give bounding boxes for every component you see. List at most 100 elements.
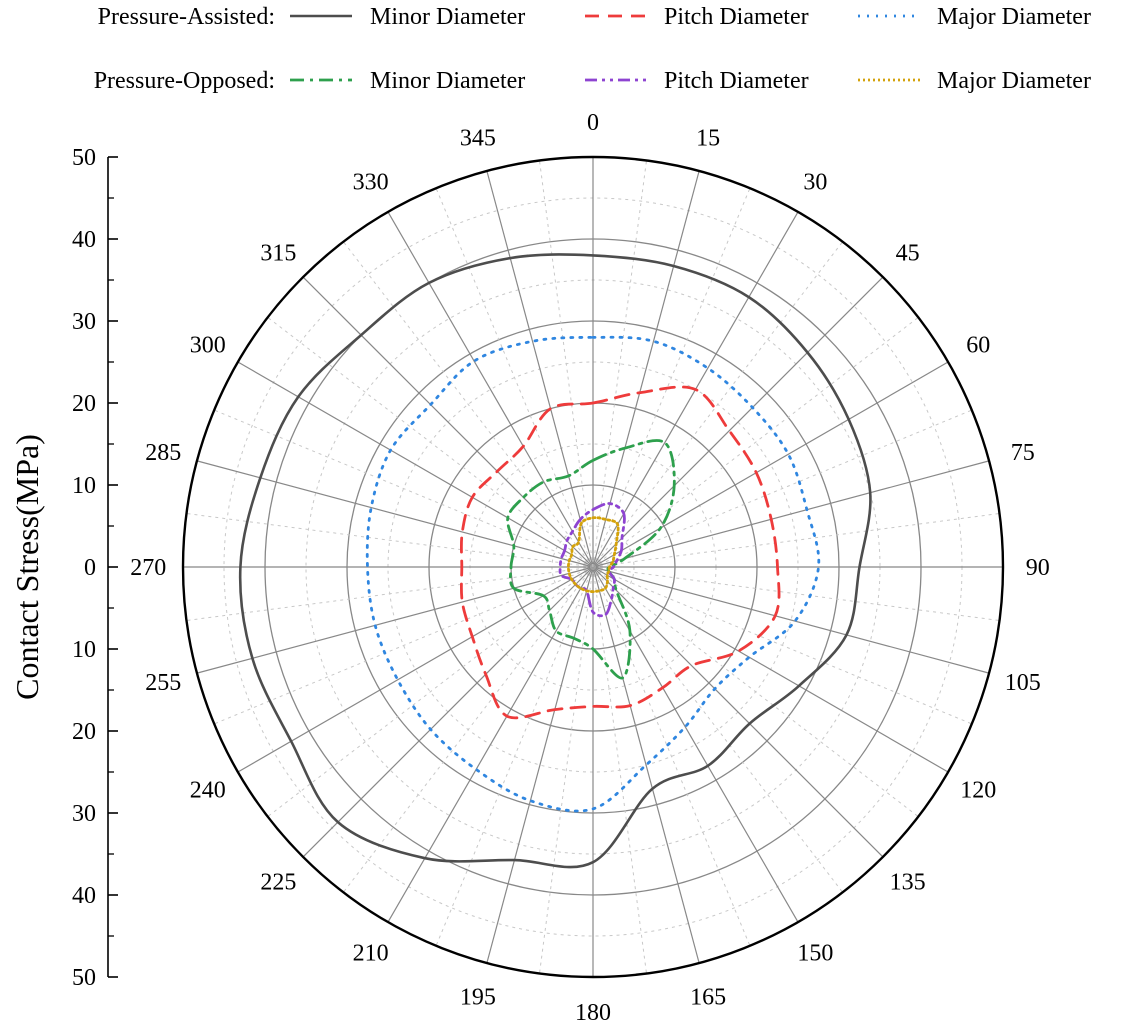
grid-spoke xyxy=(592,241,843,568)
polar-series xyxy=(238,253,872,869)
angle-tick-label: 315 xyxy=(260,240,296,266)
grid-spoke xyxy=(592,460,990,568)
grid-spoke xyxy=(592,409,972,568)
angle-tick-label: 165 xyxy=(690,985,726,1011)
grid-spoke xyxy=(592,566,1000,622)
axis-tick-label: 30 xyxy=(72,309,96,335)
legend-entry-label: Major Diameter xyxy=(937,4,1091,30)
series-line-pressure-opposed-major-diameter xyxy=(566,516,620,594)
axis-tick-label: 20 xyxy=(72,391,96,417)
grid-spoke xyxy=(186,566,594,622)
angle-tick-label: 0 xyxy=(587,110,599,136)
grid-spoke xyxy=(196,460,594,568)
axis-tick-label: 40 xyxy=(72,227,96,253)
grid-spoke xyxy=(267,566,594,817)
grid-spoke xyxy=(592,276,884,568)
grid-spoke xyxy=(592,317,919,568)
legend-entry-label: Major Diameter xyxy=(937,68,1091,94)
y-axis-label: Contact Stress(MPa) xyxy=(9,434,45,700)
grid-spoke xyxy=(538,160,594,568)
axis-tick-label: 50 xyxy=(72,145,96,171)
angle-tick-label: 75 xyxy=(1011,440,1035,466)
angle-tick-label: 150 xyxy=(797,940,833,966)
grid-spoke xyxy=(387,211,594,568)
grid-spoke xyxy=(538,566,594,974)
angle-tick-label: 90 xyxy=(1026,555,1050,581)
grid-spoke xyxy=(592,566,799,923)
series-line-pressure-assisted-minor-diameter xyxy=(238,253,872,869)
grid-spoke xyxy=(592,566,949,773)
axis-tick-label: 10 xyxy=(72,637,96,663)
grid-spoke xyxy=(387,566,594,923)
grid-spoke xyxy=(267,317,594,568)
legend-group-label: Pressure-Assisted: xyxy=(98,4,275,30)
grid-spoke xyxy=(486,566,594,964)
angle-tick-label: 225 xyxy=(260,870,296,896)
grid-spoke xyxy=(214,566,594,725)
angle-tick-label: 120 xyxy=(960,777,996,803)
angle-tick-label: 270 xyxy=(130,555,166,581)
angle-tick-label: 15 xyxy=(696,125,720,151)
legend-entry-label: Pitch Diameter xyxy=(664,4,809,30)
grid-spoke xyxy=(343,241,594,568)
axis-tick-label: 30 xyxy=(72,801,96,827)
angle-tick-label: 45 xyxy=(896,240,920,266)
grid-spoke xyxy=(186,512,594,568)
legend-group-label: Pressure-Opposed: xyxy=(94,68,275,94)
angle-tick-label: 240 xyxy=(190,777,226,803)
grid-spoke xyxy=(592,361,949,568)
axis-tick-label: 40 xyxy=(72,883,96,909)
axis-tick-label: 0 xyxy=(84,555,96,581)
grid-spoke xyxy=(592,512,1000,568)
grid-spoke xyxy=(592,188,751,568)
grid-spoke xyxy=(592,566,648,974)
polar-grid xyxy=(183,157,1003,977)
grid-spoke xyxy=(214,409,594,568)
grid-spoke xyxy=(592,566,990,674)
angle-tick-label: 255 xyxy=(145,670,181,696)
legend: Pressure-Assisted: Minor Diameter Pitch Di… xyxy=(94,4,1091,94)
angle-tick-label: 195 xyxy=(460,985,496,1011)
angle-tick-label: 60 xyxy=(966,333,990,359)
angle-tick-label: 345 xyxy=(460,125,496,151)
grid-spoke xyxy=(486,170,594,568)
angle-tick-label: 300 xyxy=(190,333,226,359)
angle-tick-label: 180 xyxy=(575,1000,611,1023)
angle-tick-label: 210 xyxy=(353,940,389,966)
polar-frame xyxy=(181,155,1005,979)
angle-tick-label: 285 xyxy=(145,440,181,466)
radial-axis: 50 40 30 20 10 0 10 20 30 40 50 xyxy=(72,145,118,991)
legend-entry-label: Pitch Diameter xyxy=(664,68,809,94)
grid-spoke xyxy=(435,188,594,568)
grid-spoke xyxy=(592,566,972,725)
grid-spoke xyxy=(592,566,843,893)
grid-spoke xyxy=(592,566,700,964)
grid-spoke xyxy=(592,566,919,817)
grid-spoke xyxy=(435,566,594,946)
outer-ring xyxy=(181,155,1005,979)
series-line-pressure-opposed-pitch-diameter xyxy=(558,502,626,618)
axis-tick-label: 10 xyxy=(72,473,96,499)
series-line-pressure-assisted-pitch-diameter xyxy=(459,385,781,720)
series-line-pressure-opposed-minor-diameter xyxy=(506,439,676,680)
legend-entry-label: Minor Diameter xyxy=(370,68,525,94)
series-line-pressure-assisted-major-diameter xyxy=(365,335,821,813)
grid-spoke xyxy=(343,566,594,893)
grid-spoke xyxy=(237,566,594,773)
angle-tick-label: 30 xyxy=(803,170,827,196)
grid-spoke xyxy=(196,566,594,674)
grid-spoke xyxy=(302,566,594,858)
angle-tick-label: 330 xyxy=(353,170,389,196)
angle-ticks: 0 15 30 45 60 75 90 105 120 135 150 165 180 195 210 225… xyxy=(130,110,1050,1023)
axis-tick-label: 50 xyxy=(72,965,96,991)
grid-spoke xyxy=(237,361,594,568)
grid-spoke xyxy=(592,160,648,568)
angle-tick-label: 105 xyxy=(1005,670,1041,696)
grid-spoke xyxy=(592,170,700,568)
grid-spoke xyxy=(592,566,884,858)
grid-spoke xyxy=(592,566,751,946)
grid-spoke xyxy=(302,276,594,568)
legend-entry-label: Minor Diameter xyxy=(370,4,525,30)
axis-tick-label: 20 xyxy=(72,719,96,745)
